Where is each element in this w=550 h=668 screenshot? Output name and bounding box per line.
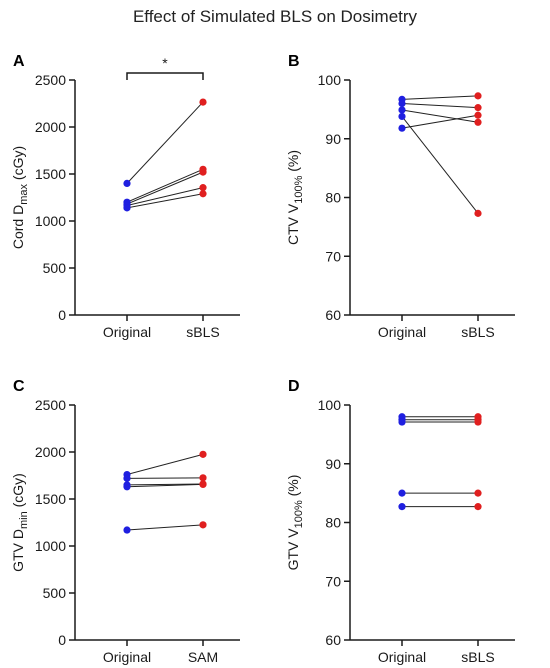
y-axis-title-subscript: 100% (293, 500, 305, 528)
y-tick-label: 1000 (35, 213, 66, 229)
y-axis-title-main: GTV V (285, 528, 301, 571)
y-tick-label: 100 (318, 397, 342, 413)
y-axis-title: Cord Dmax (cGy) (10, 146, 30, 249)
paired-line (126, 483, 204, 488)
comparison-point (474, 104, 482, 112)
y-axis-title-main: Cord D (10, 205, 26, 249)
y-tick-label: 1500 (35, 491, 66, 507)
comparison-point (199, 190, 207, 198)
comparison-point (199, 98, 207, 106)
y-axis-title-main: GTV D (10, 529, 26, 572)
comparison-point (474, 92, 482, 100)
x-tick-label: sBLS (461, 649, 494, 665)
y-axis-title-unit: (cGy) (10, 473, 26, 511)
x-tick-label: Original (103, 649, 151, 665)
significance-bracket (126, 72, 204, 80)
y-axis-title-subscript: max (18, 183, 30, 204)
original-point (398, 124, 406, 132)
x-tick-label: Original (378, 649, 426, 665)
y-axis-title: GTV Dmin (cGy) (10, 473, 30, 572)
panel-letter: B (288, 53, 300, 70)
x-tick-label: sBLS (461, 324, 494, 340)
y-axis-title-subscript: 100% (293, 175, 305, 203)
y-tick-label: 60 (325, 307, 341, 323)
y-tick-label: 90 (325, 456, 341, 472)
y-tick-label: 0 (58, 632, 66, 648)
comparison-point (199, 184, 207, 192)
x-tick-label: SAM (188, 649, 218, 665)
comparison-point (199, 474, 207, 482)
panel-letter: D (288, 378, 300, 395)
paired-line (126, 168, 204, 203)
comparison-point (474, 418, 482, 426)
original-point (398, 112, 406, 121)
y-axis-title-subscript: min (18, 511, 30, 529)
original-point (398, 418, 406, 426)
paired-line (401, 109, 479, 123)
x-tick-label: Original (378, 324, 426, 340)
y-axis-title-unit: (cGy) (10, 146, 26, 184)
y-axis-title-main: CTV V (285, 203, 301, 245)
y-tick-label: 80 (325, 190, 341, 206)
y-tick-label: 60 (325, 632, 341, 648)
paired-line (401, 116, 479, 214)
comparison-point (199, 168, 207, 176)
comparison-point (474, 489, 482, 497)
y-tick-label: 2000 (35, 444, 66, 460)
paired-line (401, 95, 479, 100)
y-tick-label: 100 (318, 72, 342, 88)
y-tick-label: 80 (325, 515, 341, 531)
significance-star: * (162, 55, 168, 71)
paired-line (126, 524, 204, 531)
y-tick-label: 500 (43, 585, 67, 601)
original-point (123, 179, 131, 187)
x-tick-label: sBLS (186, 324, 219, 340)
y-axis-title: CTV V100% (%) (285, 150, 305, 245)
original-point (398, 489, 406, 497)
comparison-point (199, 450, 207, 458)
y-tick-label: 70 (325, 248, 341, 264)
panel-b-chart: B 60 70 80 90 100 Original sBLS CTV V100% (%) (285, 53, 515, 340)
paired-line (126, 483, 204, 486)
y-tick-label: 1000 (35, 538, 66, 554)
y-axis-title-unit: (%) (285, 475, 301, 501)
original-point (123, 204, 131, 212)
paired-line (401, 114, 479, 129)
y-tick-label: 90 (325, 131, 341, 147)
original-point (398, 503, 406, 511)
panel-letter: C (13, 378, 25, 395)
y-tick-label: 70 (325, 573, 341, 589)
paired-line (126, 171, 204, 205)
comparison-point (474, 111, 482, 119)
original-point (398, 99, 406, 108)
y-tick-label: 1500 (35, 166, 66, 182)
panel-letter: A (13, 53, 25, 70)
paired-line (126, 193, 204, 209)
y-tick-label: 0 (58, 307, 66, 323)
comparison-point (474, 118, 482, 126)
paired-line (126, 101, 204, 184)
figure-title: Effect of Simulated BLS on Dosimetry (132, 7, 418, 26)
comparison-point (199, 521, 207, 529)
original-point (398, 106, 406, 114)
paired-line (401, 103, 479, 109)
original-point (123, 474, 131, 482)
comparison-point (474, 209, 482, 217)
y-axis-title-unit: (%) (285, 150, 301, 176)
y-tick-label: 2000 (35, 119, 66, 135)
comparison-point (199, 480, 207, 489)
comparison-point (474, 503, 482, 511)
paired-line (126, 453, 204, 476)
y-tick-label: 2500 (35, 72, 66, 88)
panel-d-chart: D 60 70 80 90 100 Original sBLS GTV V100% (%) (285, 378, 515, 665)
x-tick-label: Original (103, 324, 151, 340)
original-point (123, 483, 131, 491)
panel-c-chart: C 0 500 1000 1500 2000 2500 Original SAM GTV Dmin… (10, 378, 240, 665)
y-tick-label: 2500 (35, 397, 66, 413)
original-point (123, 526, 131, 534)
paired-line (126, 187, 204, 206)
y-tick-label: 500 (43, 260, 67, 276)
y-axis-title: GTV V100% (%) (285, 475, 305, 571)
panel-a-chart: A 0 500 1000 1500 2000 2500 Original sBLS Cord Dm… (10, 53, 240, 340)
